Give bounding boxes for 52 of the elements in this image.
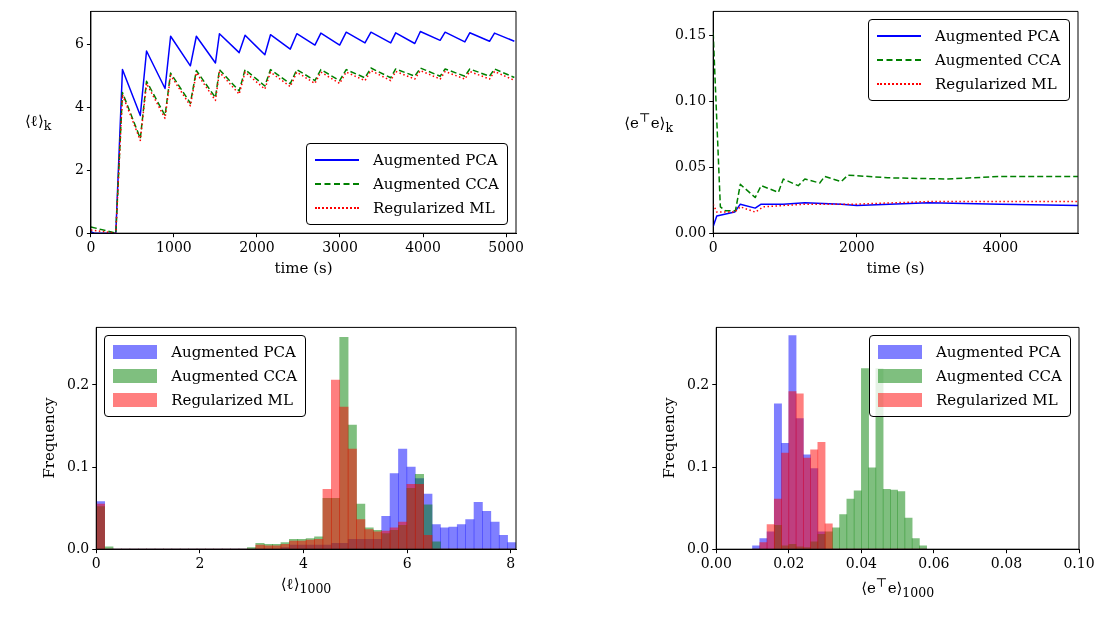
x-axis-title: ⟨e$^{⊤}$e⟩$_{1000}$ (861, 575, 935, 601)
x-tick-label: 2000 (838, 239, 875, 256)
legend-label: Augmented CCA (373, 175, 499, 194)
x-tick-label: 3000 (322, 239, 358, 256)
x-tick-label: 4000 (982, 239, 1019, 256)
x-tick-label: 4000 (405, 239, 441, 256)
legend-label: Regularized ML (171, 391, 293, 410)
x-tick-label: 0.10 (1063, 555, 1095, 572)
y-tick-label: 0.05 (675, 157, 707, 174)
x-tick-label: 2 (195, 555, 205, 572)
x-tick-label: 0.04 (845, 555, 878, 572)
x-tick-label: 0.00 (700, 555, 732, 572)
legend-label: Augmented CCA (936, 367, 1062, 386)
y-axis-title: ⟨ℓ⟩$_{k}$ (24, 111, 52, 133)
y-tick-label: 0.2 (67, 375, 90, 392)
y-tick-label: 0.1 (687, 457, 710, 474)
x-tick-label: 0.08 (990, 555, 1023, 572)
x-tick-label: 0 (91, 555, 101, 572)
y-tick-label: 0.00 (675, 223, 707, 240)
x-tick-label: 6 (402, 555, 412, 572)
x-tick-label: 0.02 (773, 555, 805, 572)
legend-label: Augmented CCA (171, 367, 298, 386)
x-axis-title: time (s) (866, 259, 925, 278)
legend-label: Augmented PCA (936, 343, 1061, 362)
x-tick-label: 2000 (239, 239, 275, 256)
legend-label: Regularized ML (936, 391, 1058, 410)
x-axis-title: ⟨ℓ⟩$_{1000}$ (280, 575, 332, 597)
x-axis-title: time (s) (274, 259, 333, 278)
y-tick-label: 0.10 (675, 91, 707, 108)
legend-label: Augmented PCA (373, 151, 498, 170)
y-tick-label: 0.2 (687, 375, 710, 392)
legend-label: Augmented CCA (935, 51, 1061, 70)
y-tick-label: 6 (74, 35, 84, 52)
y-tick-label: 0.0 (67, 539, 90, 556)
legend-label: Regularized ML (373, 199, 495, 218)
y-tick-label: 0.15 (675, 25, 707, 42)
legend-label: Augmented PCA (935, 27, 1060, 46)
legend-label: Regularized ML (935, 75, 1057, 94)
x-tick-label: 0.06 (918, 555, 950, 572)
y-axis-title: Frequency (39, 397, 58, 479)
x-tick-label: 8 (506, 555, 516, 572)
y-tick-label: 0 (74, 223, 84, 240)
legend-label: Augmented PCA (171, 343, 296, 362)
y-tick-label: 4 (74, 98, 84, 114)
y-axis-title: Frequency (659, 397, 678, 479)
y-tick-label: 0.1 (67, 457, 90, 474)
x-tick-label: 1000 (156, 239, 192, 256)
x-tick-label: 4 (299, 555, 309, 572)
x-tick-label: 5000 (488, 239, 524, 256)
y-tick-label: 0.0 (687, 539, 710, 556)
y-axis-title: ⟨e$^{⊤}$e⟩$_{k}$ (624, 109, 673, 135)
y-tick-label: 2 (74, 160, 84, 177)
